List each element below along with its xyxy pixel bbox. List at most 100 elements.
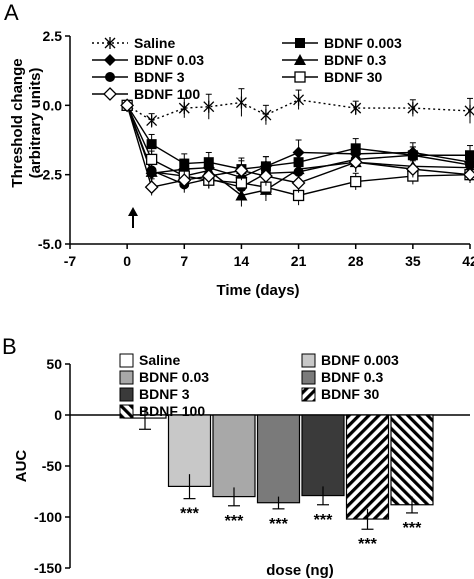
panel-a-ylabel-line2: (arbitrary units) <box>27 68 44 179</box>
legend-swatch <box>119 387 134 402</box>
legend-label: BDNF 30 <box>321 386 380 402</box>
a-y-tick-label: 2.5 <box>43 28 63 44</box>
data-point <box>201 169 216 183</box>
a-y-tick-label: 0.0 <box>43 97 63 113</box>
data-point <box>258 169 273 183</box>
data-point <box>235 96 247 109</box>
legend-swatch <box>119 404 134 419</box>
legend-label: BDNF 100 <box>139 403 205 419</box>
bar <box>212 414 256 498</box>
bar <box>390 414 434 506</box>
data-point <box>120 98 135 113</box>
a-x-tick-label: 21 <box>291 253 307 269</box>
data-point <box>292 146 305 159</box>
legend-marker <box>294 54 306 65</box>
legend-entry: BDNF 0.003 <box>301 352 399 368</box>
data-point <box>463 167 474 182</box>
a-x-tick-label: 35 <box>405 253 421 269</box>
legend-label: BDNF 100 <box>134 86 200 102</box>
series-bdnf-100 <box>120 98 474 196</box>
legend-entry: Saline <box>92 35 175 51</box>
bar-bdnf-100: *** <box>390 414 434 537</box>
a-y-tick-label: -2.5 <box>38 167 62 183</box>
data-point <box>350 175 362 188</box>
legend-label: BDNF 0.3 <box>321 369 383 385</box>
legend-label: BDNF 30 <box>324 69 383 85</box>
series-line <box>126 105 471 197</box>
panel-a-series <box>120 88 474 207</box>
a-x-tick-label: 14 <box>234 253 250 269</box>
panel-a-label: A <box>4 0 19 25</box>
data-point <box>293 93 305 106</box>
legend-marker <box>295 38 305 48</box>
bar-bdnf-0-03: *** <box>212 414 256 530</box>
legend-label: BDNF 0.003 <box>321 352 399 368</box>
legend-marker <box>294 71 306 83</box>
panel-a-ylabel: Threshold change (arbitrary units) <box>9 58 44 187</box>
legend-marker <box>105 72 115 82</box>
panel-a-axes: 2.5 0.0 -2.5 -5.0-7 0 7 14 21 28 35 42 <box>38 28 474 269</box>
data-point <box>146 139 157 150</box>
data-point <box>348 155 363 170</box>
legend-entry: BDNF 30 <box>301 386 380 402</box>
legend-entry: BDNF 0.003 <box>282 35 402 51</box>
b-y-tick-label: -100 <box>34 509 62 525</box>
significance-label: *** <box>403 520 422 537</box>
legend-marker <box>104 54 116 66</box>
data-point <box>145 153 158 166</box>
legend-entry: BDNF 0.3 <box>282 52 386 68</box>
legend-swatch <box>119 370 134 385</box>
legend-swatch <box>119 353 134 368</box>
legend-entry: BDNF 100 <box>119 403 205 419</box>
panel-a-xlabel: Time (days) <box>216 282 299 299</box>
bar-bdnf-3: *** <box>301 414 345 529</box>
significance-label: *** <box>358 536 377 553</box>
data-point <box>146 165 157 176</box>
bar <box>256 414 301 504</box>
data-point <box>465 159 474 170</box>
data-point <box>203 100 215 113</box>
legend-swatch <box>301 387 316 402</box>
series-line <box>126 105 471 179</box>
significance-label: *** <box>269 516 288 533</box>
legend-marker <box>104 37 116 49</box>
significance-label: *** <box>180 506 199 523</box>
series-line <box>126 105 471 197</box>
data-point <box>234 163 249 178</box>
legend-entry: BDNF 100 <box>92 86 200 102</box>
legend-label: BDNF 3 <box>139 386 190 402</box>
data-point <box>146 114 158 127</box>
panel-b-xlabel: dose (ng) <box>266 562 334 579</box>
series-line <box>126 99 471 122</box>
legend-label: Saline <box>139 352 180 368</box>
a-x-tick-label: -7 <box>64 253 77 269</box>
panel-b-bars: *** *** *** *** *** *** <box>123 406 434 553</box>
arrow-annotation <box>128 207 138 228</box>
b-y-tick-label: -50 <box>42 458 62 474</box>
legend-label: BDNF 0.003 <box>324 35 402 51</box>
data-point <box>350 102 362 115</box>
data-point <box>293 166 304 177</box>
data-point <box>407 102 419 115</box>
data-point <box>464 104 474 117</box>
significance-label: *** <box>314 512 333 529</box>
legend-entry: Saline <box>119 352 180 368</box>
b-y-tick-label: 50 <box>46 356 62 372</box>
legend-entry: BDNF 0.3 <box>301 369 383 385</box>
significance-label: *** <box>225 513 244 530</box>
a-y-tick-label: -5.0 <box>38 236 62 252</box>
data-point <box>178 102 190 115</box>
panel-a-ylabel-line1: Threshold change <box>9 58 26 187</box>
legend-marker <box>103 87 117 101</box>
panel-b-label: B <box>2 334 17 359</box>
data-point <box>177 173 192 188</box>
bar-bdnf-30: *** <box>345 414 390 553</box>
data-point <box>407 150 418 161</box>
data-point <box>144 180 159 195</box>
legend-entry: BDNF 3 <box>92 69 185 85</box>
b-y-tick-label: -150 <box>34 560 62 576</box>
data-point <box>260 109 272 122</box>
